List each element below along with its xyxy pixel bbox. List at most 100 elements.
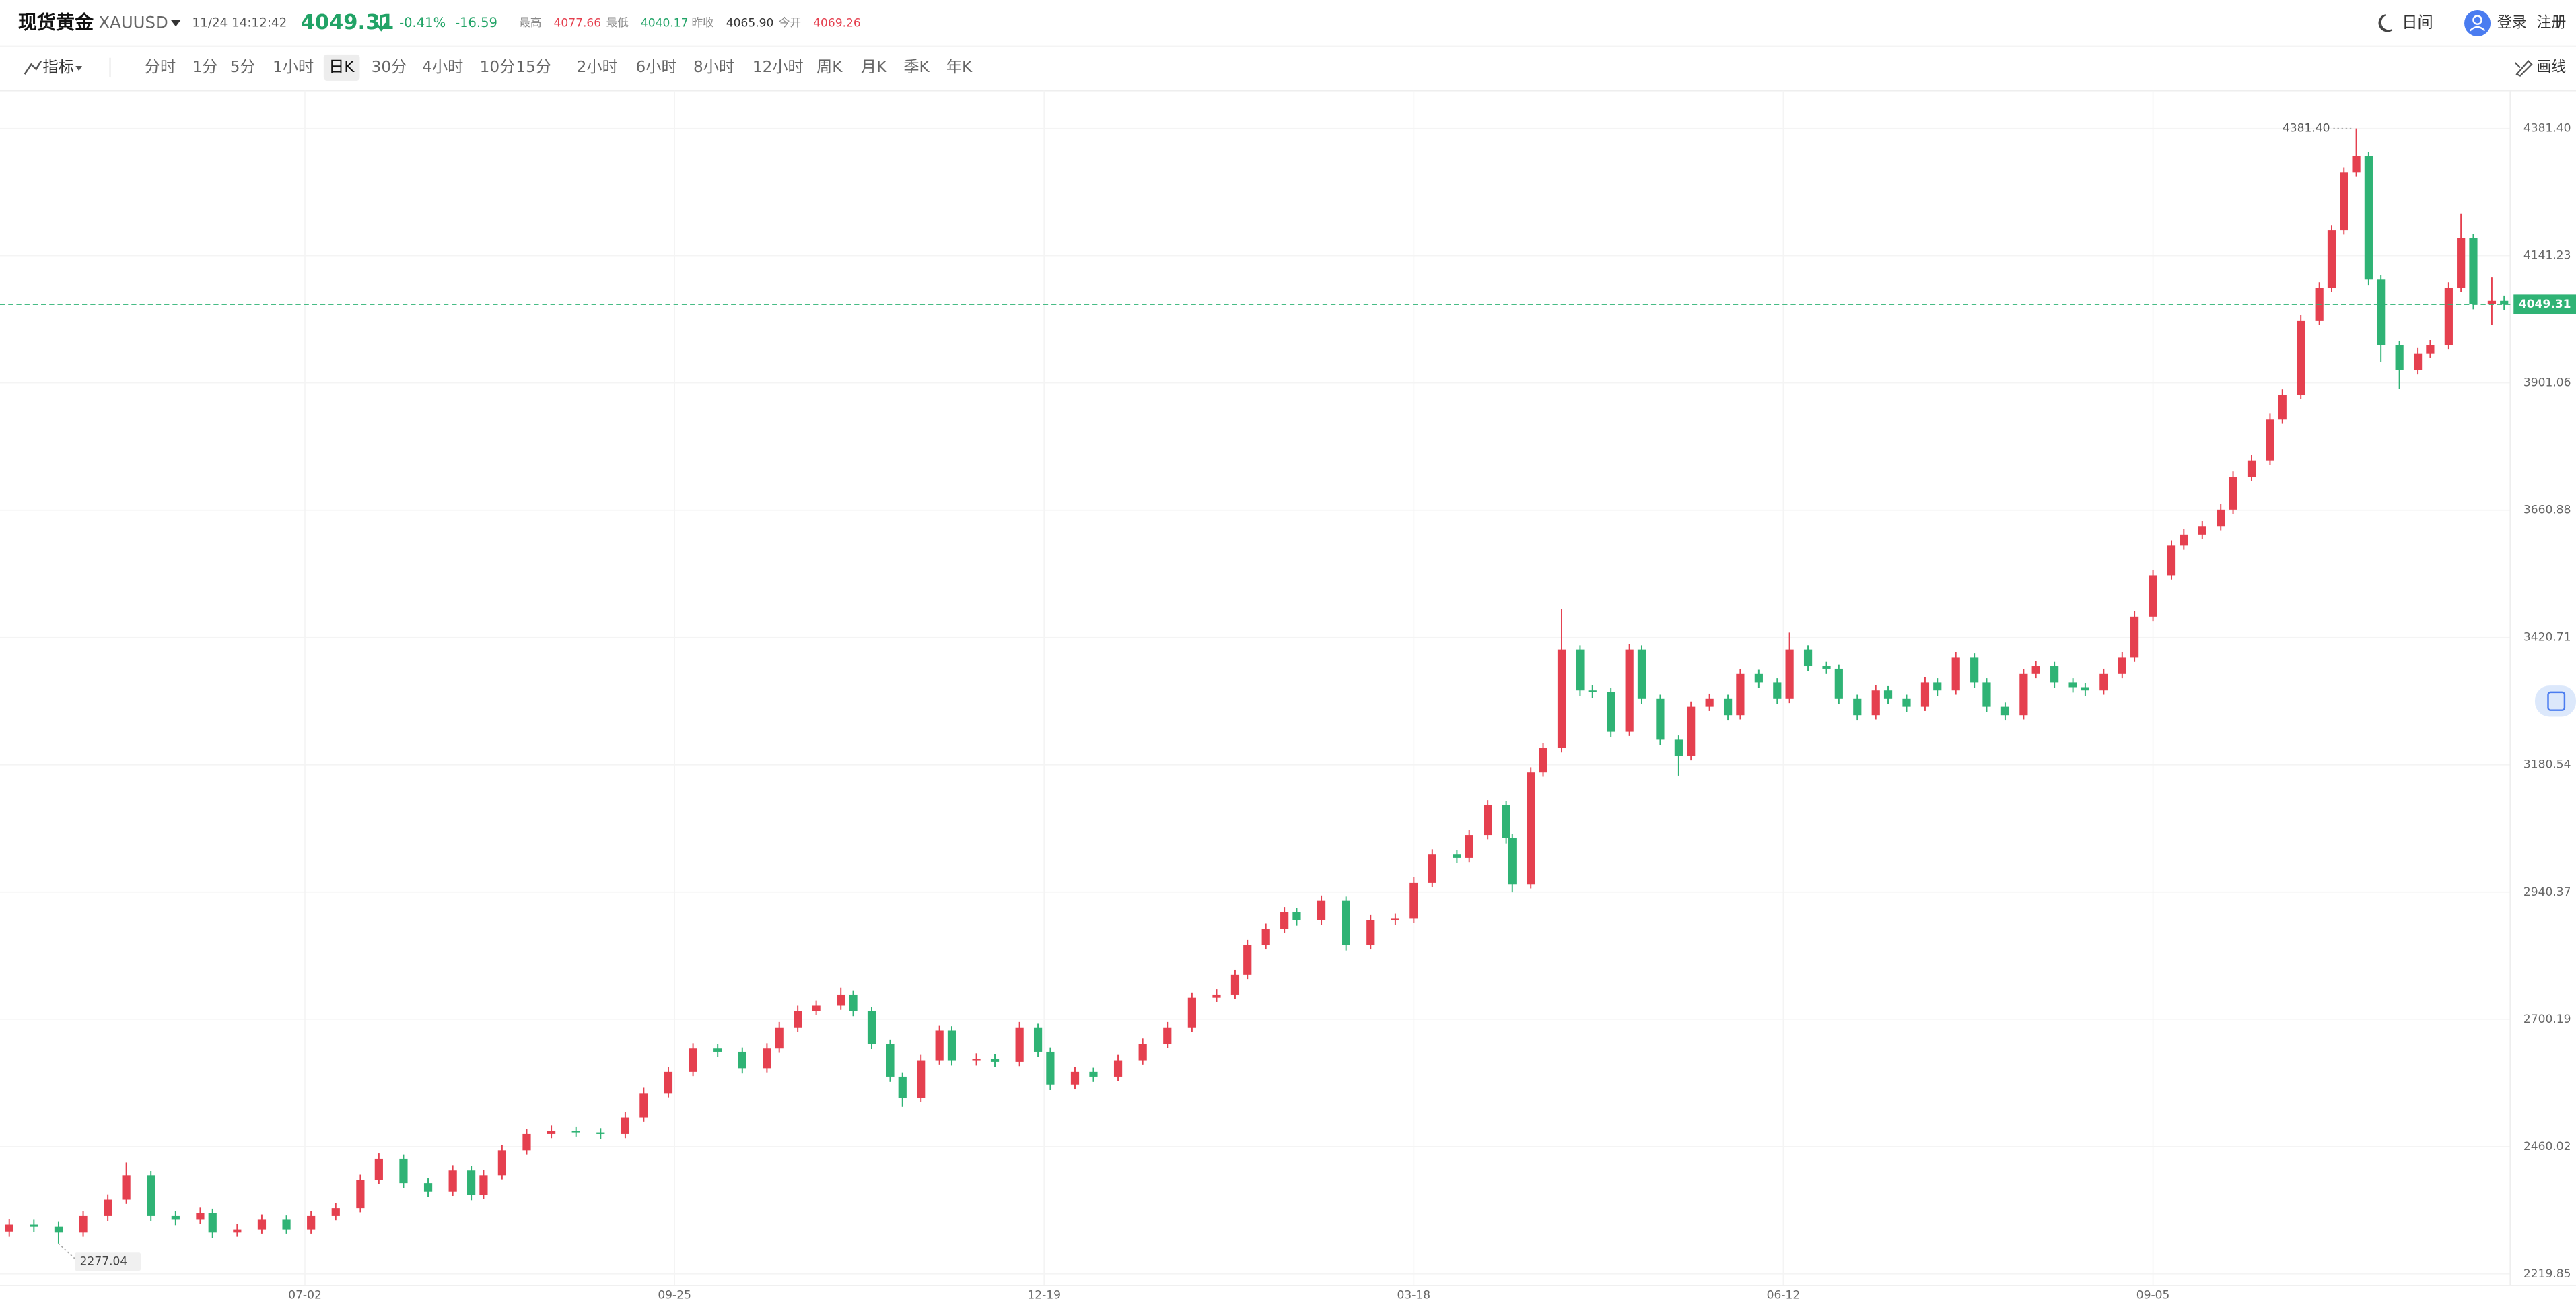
candle-body [1046, 1051, 1055, 1085]
stat-value: 4040.17 [641, 16, 689, 30]
instrument-name: 现货黄金 [18, 11, 94, 33]
candle-body [2469, 238, 2478, 304]
candle-body [571, 1131, 580, 1133]
min-label: 2277.04 [80, 1255, 128, 1269]
candle-body [331, 1208, 340, 1216]
candle-body [738, 1051, 746, 1069]
avatar-icon [2469, 26, 2486, 32]
candle-body [2395, 345, 2404, 370]
candle-body [1187, 997, 1196, 1028]
candle-body [1705, 698, 1714, 707]
candle-body [2198, 526, 2206, 535]
period-button[interactable]: 2小时 [577, 58, 618, 76]
candle-body [356, 1180, 365, 1209]
candle-body [621, 1117, 630, 1134]
period-button[interactable]: 日K [328, 58, 355, 76]
login[interactable]: 登录 [2497, 14, 2527, 31]
candle-body [1834, 668, 1843, 699]
register[interactable]: 注册 [2536, 14, 2566, 31]
y-tick-label: 3660.88 [2523, 504, 2571, 517]
candle-body [2118, 657, 2126, 674]
side-button[interactable] [2534, 685, 2576, 717]
last-price-tag [2513, 294, 2576, 314]
candle-body [1317, 900, 1326, 920]
candle-body [1951, 657, 1960, 691]
avatar-icon [2472, 15, 2482, 25]
x-tick-label: 07-02 [288, 1289, 322, 1302]
candle-body [1754, 673, 1763, 683]
period-button[interactable]: 1小时 [273, 58, 314, 76]
period-button[interactable]: 年K [946, 58, 973, 76]
candle-body [2167, 545, 2176, 576]
candle-body [423, 1183, 433, 1192]
period-button[interactable]: 30分 [372, 58, 407, 76]
indicator-dropdown[interactable] [75, 65, 83, 71]
candle-body [2487, 300, 2497, 304]
candle-body [479, 1175, 488, 1195]
candle-body [812, 1005, 821, 1011]
candle-body [1280, 912, 1289, 929]
draw-button[interactable]: 画线 [2536, 59, 2566, 75]
candle-body [1292, 912, 1301, 920]
candle-body [2457, 238, 2466, 288]
period-button[interactable]: 周K [816, 58, 843, 76]
y-tick-label: 3180.54 [2523, 758, 2571, 772]
candle-body [522, 1133, 531, 1151]
candle-body [2297, 320, 2305, 395]
period-button[interactable]: 5分 [230, 58, 256, 76]
candle-body [257, 1219, 267, 1230]
theme-toggle[interactable]: 日间 [2402, 13, 2433, 32]
period-button[interactable]: 15分 [516, 58, 551, 76]
period-button[interactable]: 12小时 [753, 58, 804, 76]
candle-body [399, 1158, 408, 1184]
candle-body [1539, 748, 1547, 773]
candle-body [1508, 838, 1517, 885]
y-tick-label: 4141.23 [2523, 249, 2571, 263]
indicator-button[interactable]: 指标 [42, 58, 73, 76]
candle-body [2444, 288, 2453, 345]
candle-body [1822, 666, 1831, 669]
period-button[interactable]: 10分 [480, 58, 516, 76]
candle-body [282, 1219, 291, 1230]
candle-body [1484, 805, 1492, 836]
header: 现货黄金 XAUUSD 11/24 14:12:42 4049.31 -0.41… [0, 9, 2576, 47]
candle-body [794, 1011, 802, 1028]
period-button[interactable]: 6小时 [636, 58, 677, 76]
candle-body [196, 1213, 205, 1220]
candle-body [2149, 575, 2157, 617]
candle-body [2081, 687, 2089, 691]
candle-body [2130, 616, 2139, 658]
symbol[interactable]: XAUUSD [98, 12, 168, 32]
symbol-dropdown[interactable] [170, 20, 181, 27]
candle-body [1163, 1027, 1172, 1044]
candle-body [596, 1132, 605, 1134]
candle-body [1070, 1071, 1080, 1085]
candle-body [1527, 772, 1535, 885]
candle-body [2000, 706, 2010, 716]
period-button[interactable]: 1分 [193, 58, 218, 76]
period-button[interactable]: 8小时 [693, 58, 734, 76]
period-button[interactable]: 分时 [145, 58, 176, 76]
candle-body [1982, 682, 1991, 707]
y-tick-label: 2219.85 [2523, 1267, 2571, 1281]
candle-body [2019, 673, 2028, 716]
candle-body [2266, 419, 2274, 461]
candle-body [1261, 929, 1270, 945]
candle-body [1785, 649, 1794, 699]
candle-body [639, 1093, 648, 1118]
candle-body [849, 994, 858, 1011]
period-button[interactable]: 4小时 [422, 58, 463, 76]
candle-body [1625, 649, 1634, 732]
period-button[interactable]: 月K [861, 58, 887, 76]
stat-value: 4077.66 [554, 16, 602, 30]
period-button[interactable]: 季K [903, 58, 930, 76]
candle-body [763, 1048, 771, 1069]
y-tick-label: 3901.06 [2523, 376, 2571, 390]
candle-body [1588, 690, 1597, 692]
candle-body [972, 1059, 981, 1061]
candle-body [1607, 692, 1615, 732]
candle-body [1674, 739, 1683, 756]
candle-body [1502, 805, 1510, 838]
theme-icon[interactable] [2378, 14, 2393, 32]
